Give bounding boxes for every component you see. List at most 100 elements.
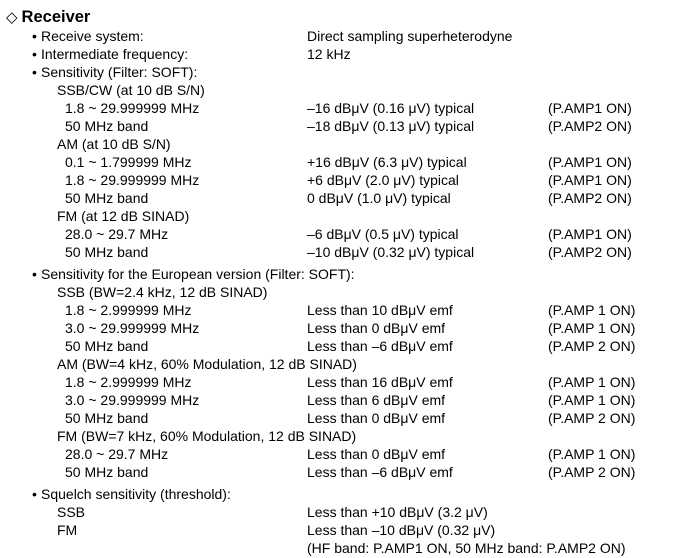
preamp-setting: (P.AMP1 ON) — [548, 172, 632, 188]
spec-label: 28.0 ~ 29.7 MHz — [65, 226, 169, 242]
spec-value: +16 dBμV (6.3 μV) typical — [307, 154, 467, 170]
spec-row: 50 MHz band 0 dBμV (1.0 μV) typical (P.AMP… — [0, 189, 684, 207]
spec-value: (HF band: P.AMP1 ON, 50 MHz band: P.AMP2… — [307, 540, 626, 556]
preamp-setting: (P.AMP1 ON) — [548, 100, 632, 116]
spec-label: Receive system: — [41, 28, 144, 44]
spec-label: SSB (BW=2.4 kHz, 12 dB SINAD) — [57, 284, 268, 300]
spec-label: 3.0 ~ 29.999999 MHz — [65, 392, 200, 408]
spec-item: • Receive system: Direct sampling superhet… — [0, 27, 684, 45]
preamp-setting: (P.AMP2 ON) — [548, 118, 632, 134]
spec-row: 50 MHz band –18 dBμV (0.13 μV) typical (P.… — [0, 117, 684, 135]
spec-label: 1.8 ~ 29.999999 MHz — [65, 100, 200, 116]
preamp-setting: (P.AMP2 ON) — [548, 244, 632, 260]
spec-value: –6 dBμV (0.5 μV) typical — [307, 226, 459, 242]
spec-label: 50 MHz band — [65, 464, 149, 480]
spec-row: (HF band: P.AMP1 ON, 50 MHz band: P.AMP2… — [0, 539, 684, 557]
spec-row: 28.0 ~ 29.7 MHz –6 dBμV (0.5 μV) typical (… — [0, 225, 684, 243]
section-heading: ◇ Receiver — [6, 6, 90, 29]
spec-item: • Sensitivity for the European version (F… — [0, 265, 684, 283]
bullet-icon: • — [32, 266, 37, 282]
spec-row: 50 MHz band –10 dBμV (0.32 μV) typical (P.… — [0, 243, 684, 261]
spec-label: SSB — [57, 504, 86, 520]
spec-row: 50 MHz band Less than 0 dBμV emf (P.AMP 2 … — [0, 409, 684, 427]
spec-label: 50 MHz band — [65, 410, 149, 426]
spec-value: Less than –6 dBμV emf — [307, 464, 453, 480]
spec-value: +6 dBμV (2.0 μV) typical — [307, 172, 459, 188]
preamp-setting: (P.AMP 1 ON) — [548, 302, 636, 318]
spec-value: Direct sampling superheterodyne — [307, 28, 513, 44]
spec-subheading: AM (BW=4 kHz, 60% Modulation, 12 dB SINA… — [0, 355, 684, 373]
preamp-setting: (P.AMP 2 ON) — [548, 338, 636, 354]
bullet-icon: • — [32, 28, 37, 44]
spec-value: Less than 16 dBμV emf — [307, 374, 453, 390]
spec-subheading: FM (BW=7 kHz, 60% Modulation, 12 dB SINA… — [0, 427, 684, 445]
spec-value: Less than 0 dBμV emf — [307, 410, 446, 426]
spec-subheading: SSB/CW (at 10 dB S/N) — [0, 81, 684, 99]
spec-row: 1.8 ~ 2.999999 MHz Less than 16 dBμV emf (… — [0, 373, 684, 391]
spec-value: 0 dBμV (1.0 μV) typical — [307, 190, 451, 206]
spec-row: 3.0 ~ 29.999999 MHz Less than 6 dBμV emf (… — [0, 391, 684, 409]
spec-label: 3.0 ~ 29.999999 MHz — [65, 320, 200, 336]
spec-value: –16 dBμV (0.16 μV) typical — [307, 100, 475, 116]
spec-label: 1.8 ~ 29.999999 MHz — [65, 172, 200, 188]
spec-value: Less than +10 dBμV (3.2 μV) — [307, 504, 488, 520]
spec-value: Less than –10 dBμV (0.32 μV) — [307, 522, 496, 538]
spec-label: Squelch sensitivity (threshold): — [41, 486, 231, 502]
spec-label: 1.8 ~ 2.999999 MHz — [65, 374, 192, 390]
spec-label: 50 MHz band — [65, 244, 149, 260]
spec-value: 12 kHz — [307, 46, 351, 62]
spec-row: 3.0 ~ 29.999999 MHz Less than 0 dBμV emf (… — [0, 319, 684, 337]
spec-row: 1.8 ~ 29.999999 MHz +6 dBμV (2.0 μV) typi… — [0, 171, 684, 189]
section-title: Receiver — [21, 8, 91, 26]
preamp-setting: (P.AMP 1 ON) — [548, 446, 636, 462]
spec-label: 1.8 ~ 2.999999 MHz — [65, 302, 192, 318]
spec-item: • Intermediate frequency: 12 kHz — [0, 45, 684, 63]
spec-row: 1.8 ~ 2.999999 MHz Less than 10 dBμV emf (… — [0, 301, 684, 319]
preamp-setting: (P.AMP 2 ON) — [548, 410, 636, 426]
spec-item: • Squelch sensitivity (threshold): — [0, 485, 684, 503]
spec-row: 1.8 ~ 29.999999 MHz –16 dBμV (0.16 μV) ty… — [0, 99, 684, 117]
spec-subheading: FM (at 12 dB SINAD) — [0, 207, 684, 225]
diamond-outline-icon: ◇ — [6, 9, 18, 26]
spec-value: –18 dBμV (0.13 μV) typical — [307, 118, 475, 134]
bullet-icon: • — [32, 486, 37, 502]
preamp-setting: (P.AMP 1 ON) — [548, 374, 636, 390]
preamp-setting: (P.AMP 1 ON) — [548, 392, 636, 408]
spec-label: AM (BW=4 kHz, 60% Modulation, 12 dB SINA… — [57, 356, 357, 372]
spec-value: Less than 6 dBμV emf — [307, 392, 446, 408]
spec-label: 50 MHz band — [65, 118, 149, 134]
spec-label: Sensitivity (Filter: SOFT): — [41, 64, 198, 80]
spec-value: Less than 10 dBμV emf — [307, 302, 453, 318]
spec-value: Less than –6 dBμV emf — [307, 338, 453, 354]
bullet-icon: • — [32, 64, 37, 80]
spec-list: • Receive system: Direct sampling superhet… — [0, 27, 684, 557]
spec-value: Less than 0 dBμV emf — [307, 446, 446, 462]
spec-subheading: AM (at 10 dB S/N) — [0, 135, 684, 153]
spec-label: 50 MHz band — [65, 190, 149, 206]
spec-row: 50 MHz band Less than –6 dBμV emf (P.AMP 2… — [0, 463, 684, 481]
preamp-setting: (P.AMP 1 ON) — [548, 320, 636, 336]
bullet-icon: • — [32, 46, 37, 62]
spec-row: 50 MHz band Less than –6 dBμV emf (P.AMP 2… — [0, 337, 684, 355]
preamp-setting: (P.AMP1 ON) — [548, 226, 632, 242]
spec-label: AM (at 10 dB S/N) — [57, 136, 171, 152]
spec-label: FM (BW=7 kHz, 60% Modulation, 12 dB SINA… — [57, 428, 357, 444]
spec-label: 0.1 ~ 1.799999 MHz — [65, 154, 192, 170]
spec-value: –10 dBμV (0.32 μV) typical — [307, 244, 475, 260]
spec-value: Less than 0 dBμV emf — [307, 320, 446, 336]
spec-label: Sensitivity for the European version (Fi… — [41, 266, 355, 282]
spec-row: 0.1 ~ 1.799999 MHz +16 dBμV (6.3 μV) typi… — [0, 153, 684, 171]
spec-label: FM (at 12 dB SINAD) — [57, 208, 190, 224]
spec-row: 28.0 ~ 29.7 MHz Less than 0 dBμV emf (P.AM… — [0, 445, 684, 463]
preamp-setting: (P.AMP2 ON) — [548, 190, 632, 206]
spec-item: • Sensitivity (Filter: SOFT): — [0, 63, 684, 81]
spec-label: FM — [57, 522, 78, 538]
spec-label: 28.0 ~ 29.7 MHz — [65, 446, 169, 462]
spec-label: 50 MHz band — [65, 338, 149, 354]
spec-row: SSB Less than +10 dBμV (3.2 μV) — [0, 503, 684, 521]
preamp-setting: (P.AMP1 ON) — [548, 154, 632, 170]
spec-row: FM Less than –10 dBμV (0.32 μV) — [0, 521, 684, 539]
spec-label: Intermediate frequency: — [41, 46, 189, 62]
preamp-setting: (P.AMP 2 ON) — [548, 464, 636, 480]
spec-subheading: SSB (BW=2.4 kHz, 12 dB SINAD) — [0, 283, 684, 301]
